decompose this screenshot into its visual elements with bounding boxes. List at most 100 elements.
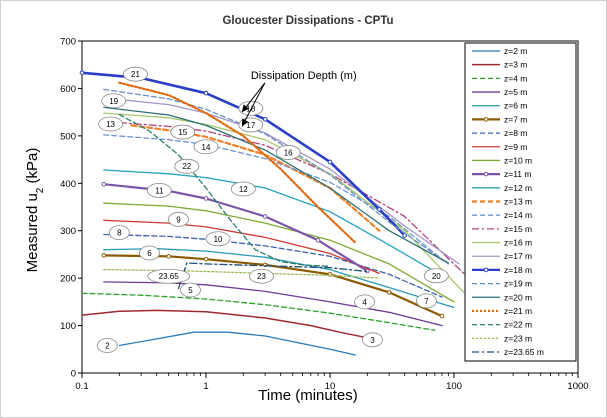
depth-label-bubble [193,139,219,155]
series-z-8-m [103,233,443,298]
y-tick-label: 100 [60,321,76,332]
series-point-z-11-m [262,214,268,219]
legend-entry-z-2-m: z=2 m [472,46,527,56]
series-point-z-7-m [166,254,171,259]
legend-entry-z-19-m: z=19 m [472,279,532,289]
depth-label-text: 6 [147,249,152,258]
series-line-z-12-m [103,169,443,277]
depth-label-text: 23 [257,272,266,281]
depth-label-bubble [416,293,437,309]
legend-label: z=18 m [504,265,532,275]
depth-label-bubble [174,158,200,174]
depth-label-bubble [180,282,201,298]
legend-label: z=23.65 m [504,347,544,357]
series-line-z-15-m [118,121,465,275]
depth-label-bubble [168,211,189,227]
legend-label: z=23 m [504,333,532,343]
legend-entry-z-23-65-m: z=23.65 m [472,347,544,357]
depth-label-3: 3 [362,332,383,348]
depth-label-4: 4 [354,294,375,310]
depth-label-text: 21 [131,70,140,79]
series-line-z-9-m [103,219,380,275]
series-z-12-m [103,169,443,277]
series-point-z-11-m [101,181,107,187]
series-line-z-23-65-m [177,262,368,290]
series-line-z-2-m [118,331,356,356]
series-z-20-m [103,106,449,264]
y-axis-label-subscript: 2 [35,187,46,193]
depth-label-16: 16 [275,145,301,160]
depth-label-text: 13 [106,120,115,129]
legend-label: z=8 m [504,128,527,138]
depth-label-text: 22 [182,162,191,171]
depth-label-11: 11 [146,182,172,198]
series-z-14-m [103,134,443,260]
depth-label-bubble [108,225,130,241]
legend-label: z=19 m [504,279,532,289]
depth-label-bubble [362,332,383,348]
chart-title: Gloucester Dissipations - CPTu [222,15,393,27]
legend-label: z=9 m [504,142,527,152]
depth-label-20: 20 [423,268,449,284]
depth-label-2: 2 [96,338,118,353]
legend-entry-z-18-m: z=18 m [472,265,532,275]
y-tick-label: 500 [60,131,76,142]
depth-label-text: 9 [176,215,181,224]
series-z-15-m [118,121,465,275]
series-z-9-m [103,219,380,275]
depth-label-bubble [101,93,127,109]
x-tick-label: 1000 [567,381,588,392]
depth-label-23-65: 23.65 [147,268,191,284]
x-axis-label: Time (minutes) [258,387,357,404]
legend-entry-z-21-m: z=21 m [472,306,532,316]
series-line-z-17-m [103,97,460,265]
depth-label-12: 12 [230,181,256,197]
y-axis-label-main: Measured u [24,193,41,272]
depth-label-21: 21 [123,66,148,82]
legend-label: z=16 m [504,238,532,248]
y-tick-label: 700 [60,37,76,48]
legend-label: z=20 m [504,292,532,302]
annotation-arrow [241,82,266,113]
depth-label-bubble [275,145,301,160]
depth-label-14: 14 [193,139,219,155]
legend-label: z=7 m [504,114,527,124]
series-point-z-18-m [377,207,382,212]
legend-label: z=11 m [504,169,531,179]
depth-label-text: 11 [155,186,164,195]
series-point-z-18-m [203,90,209,96]
depth-label-bubble [147,268,191,284]
series-line-z-19-m [103,88,449,265]
legend-label: z=10 m [504,155,532,165]
depth-label-bubble [98,116,123,132]
series-z-23-65-m [177,262,368,290]
depth-label-text: 10 [214,235,223,244]
legend-entry-z-8-m: z=8 m [472,128,527,138]
legend-entry-z-7-m: z=7 m [472,114,527,124]
legend-entry-z-23-m: z=23 m [472,333,532,343]
y-axis-label: Measured u2 (kPa) [24,148,46,273]
annotation-arrow-shaft [241,82,266,127]
legend-entry-z-11-m: z=11 m [472,169,531,179]
depth-label-text: 23.65 [159,272,180,281]
legend-entry-z-10-m: z=10 m [472,155,532,165]
depth-label-bubble [205,231,231,247]
depth-label-group: 23456789101112131415161718192021222323.6… [96,66,449,353]
legend-label: z=6 m [504,101,527,111]
legend-label: z=4 m [504,73,527,83]
legend-label: z=22 m [504,320,532,330]
annotation-text: Dissipation Depth (m) [251,70,357,82]
series-point-z-11-m [203,196,209,201]
series-z-4-m [81,292,436,331]
depth-label-bubble [139,245,160,261]
legend-label: z=5 m [504,87,527,97]
depth-label-19: 19 [101,93,127,109]
legend-entry-z-17-m: z=17 m [472,251,532,261]
depth-label-text: 12 [239,185,248,194]
series-line-z-10-m [103,202,455,303]
y-tick-label: 400 [60,179,76,190]
depth-label-bubble [123,66,148,82]
depth-label-5: 5 [180,282,201,298]
legend-entry-z-9-m: z=9 m [472,142,527,152]
